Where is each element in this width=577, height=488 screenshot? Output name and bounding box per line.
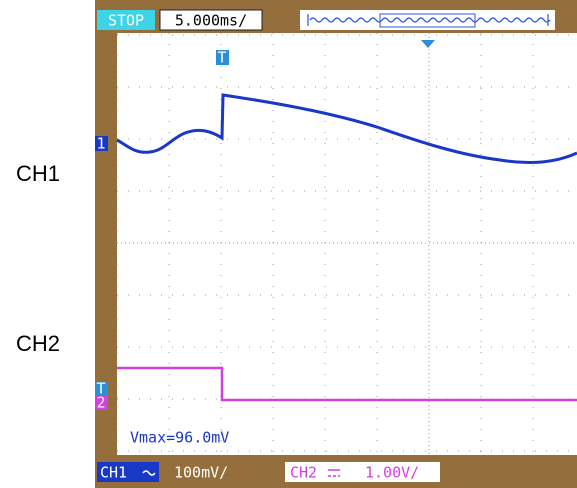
ch1-marker-box xyxy=(95,136,108,151)
ch2-trigger-box xyxy=(95,382,108,396)
timeline xyxy=(300,10,555,30)
ch2-trigger-marker: T xyxy=(96,380,105,398)
ch2-coupling xyxy=(328,469,340,477)
ch1-scale: 100mV/ xyxy=(174,464,228,482)
timebase: 5.000ms/ xyxy=(175,12,247,30)
trigger-marker: T xyxy=(217,49,226,67)
trigger-position xyxy=(421,40,435,48)
ch2-marker-box xyxy=(95,396,108,410)
status-box xyxy=(97,10,155,30)
ch1-trace xyxy=(116,93,577,165)
measurement: Vmax=96.0mV xyxy=(130,429,229,447)
ch2-scale: 1.00V/ xyxy=(365,464,419,482)
ch2-box xyxy=(285,462,440,482)
ch1-label: CH1 xyxy=(100,464,127,482)
ch1-coupling xyxy=(142,470,156,476)
side-label: CH2 xyxy=(16,331,60,356)
grid xyxy=(116,33,577,455)
ch2-label: CH2 xyxy=(290,464,317,482)
status: STOP xyxy=(108,12,144,30)
ch2-marker: 2 xyxy=(96,394,105,412)
trigger-box xyxy=(216,50,229,65)
ch2-trace xyxy=(117,366,577,402)
screen xyxy=(117,33,577,455)
ch1-marker: 1 xyxy=(96,135,105,153)
timeline-window xyxy=(379,13,476,28)
side-label: CH1 xyxy=(16,161,60,186)
timebase-box xyxy=(159,9,263,31)
ch1-box xyxy=(97,462,159,482)
timeline-wave xyxy=(307,14,551,26)
